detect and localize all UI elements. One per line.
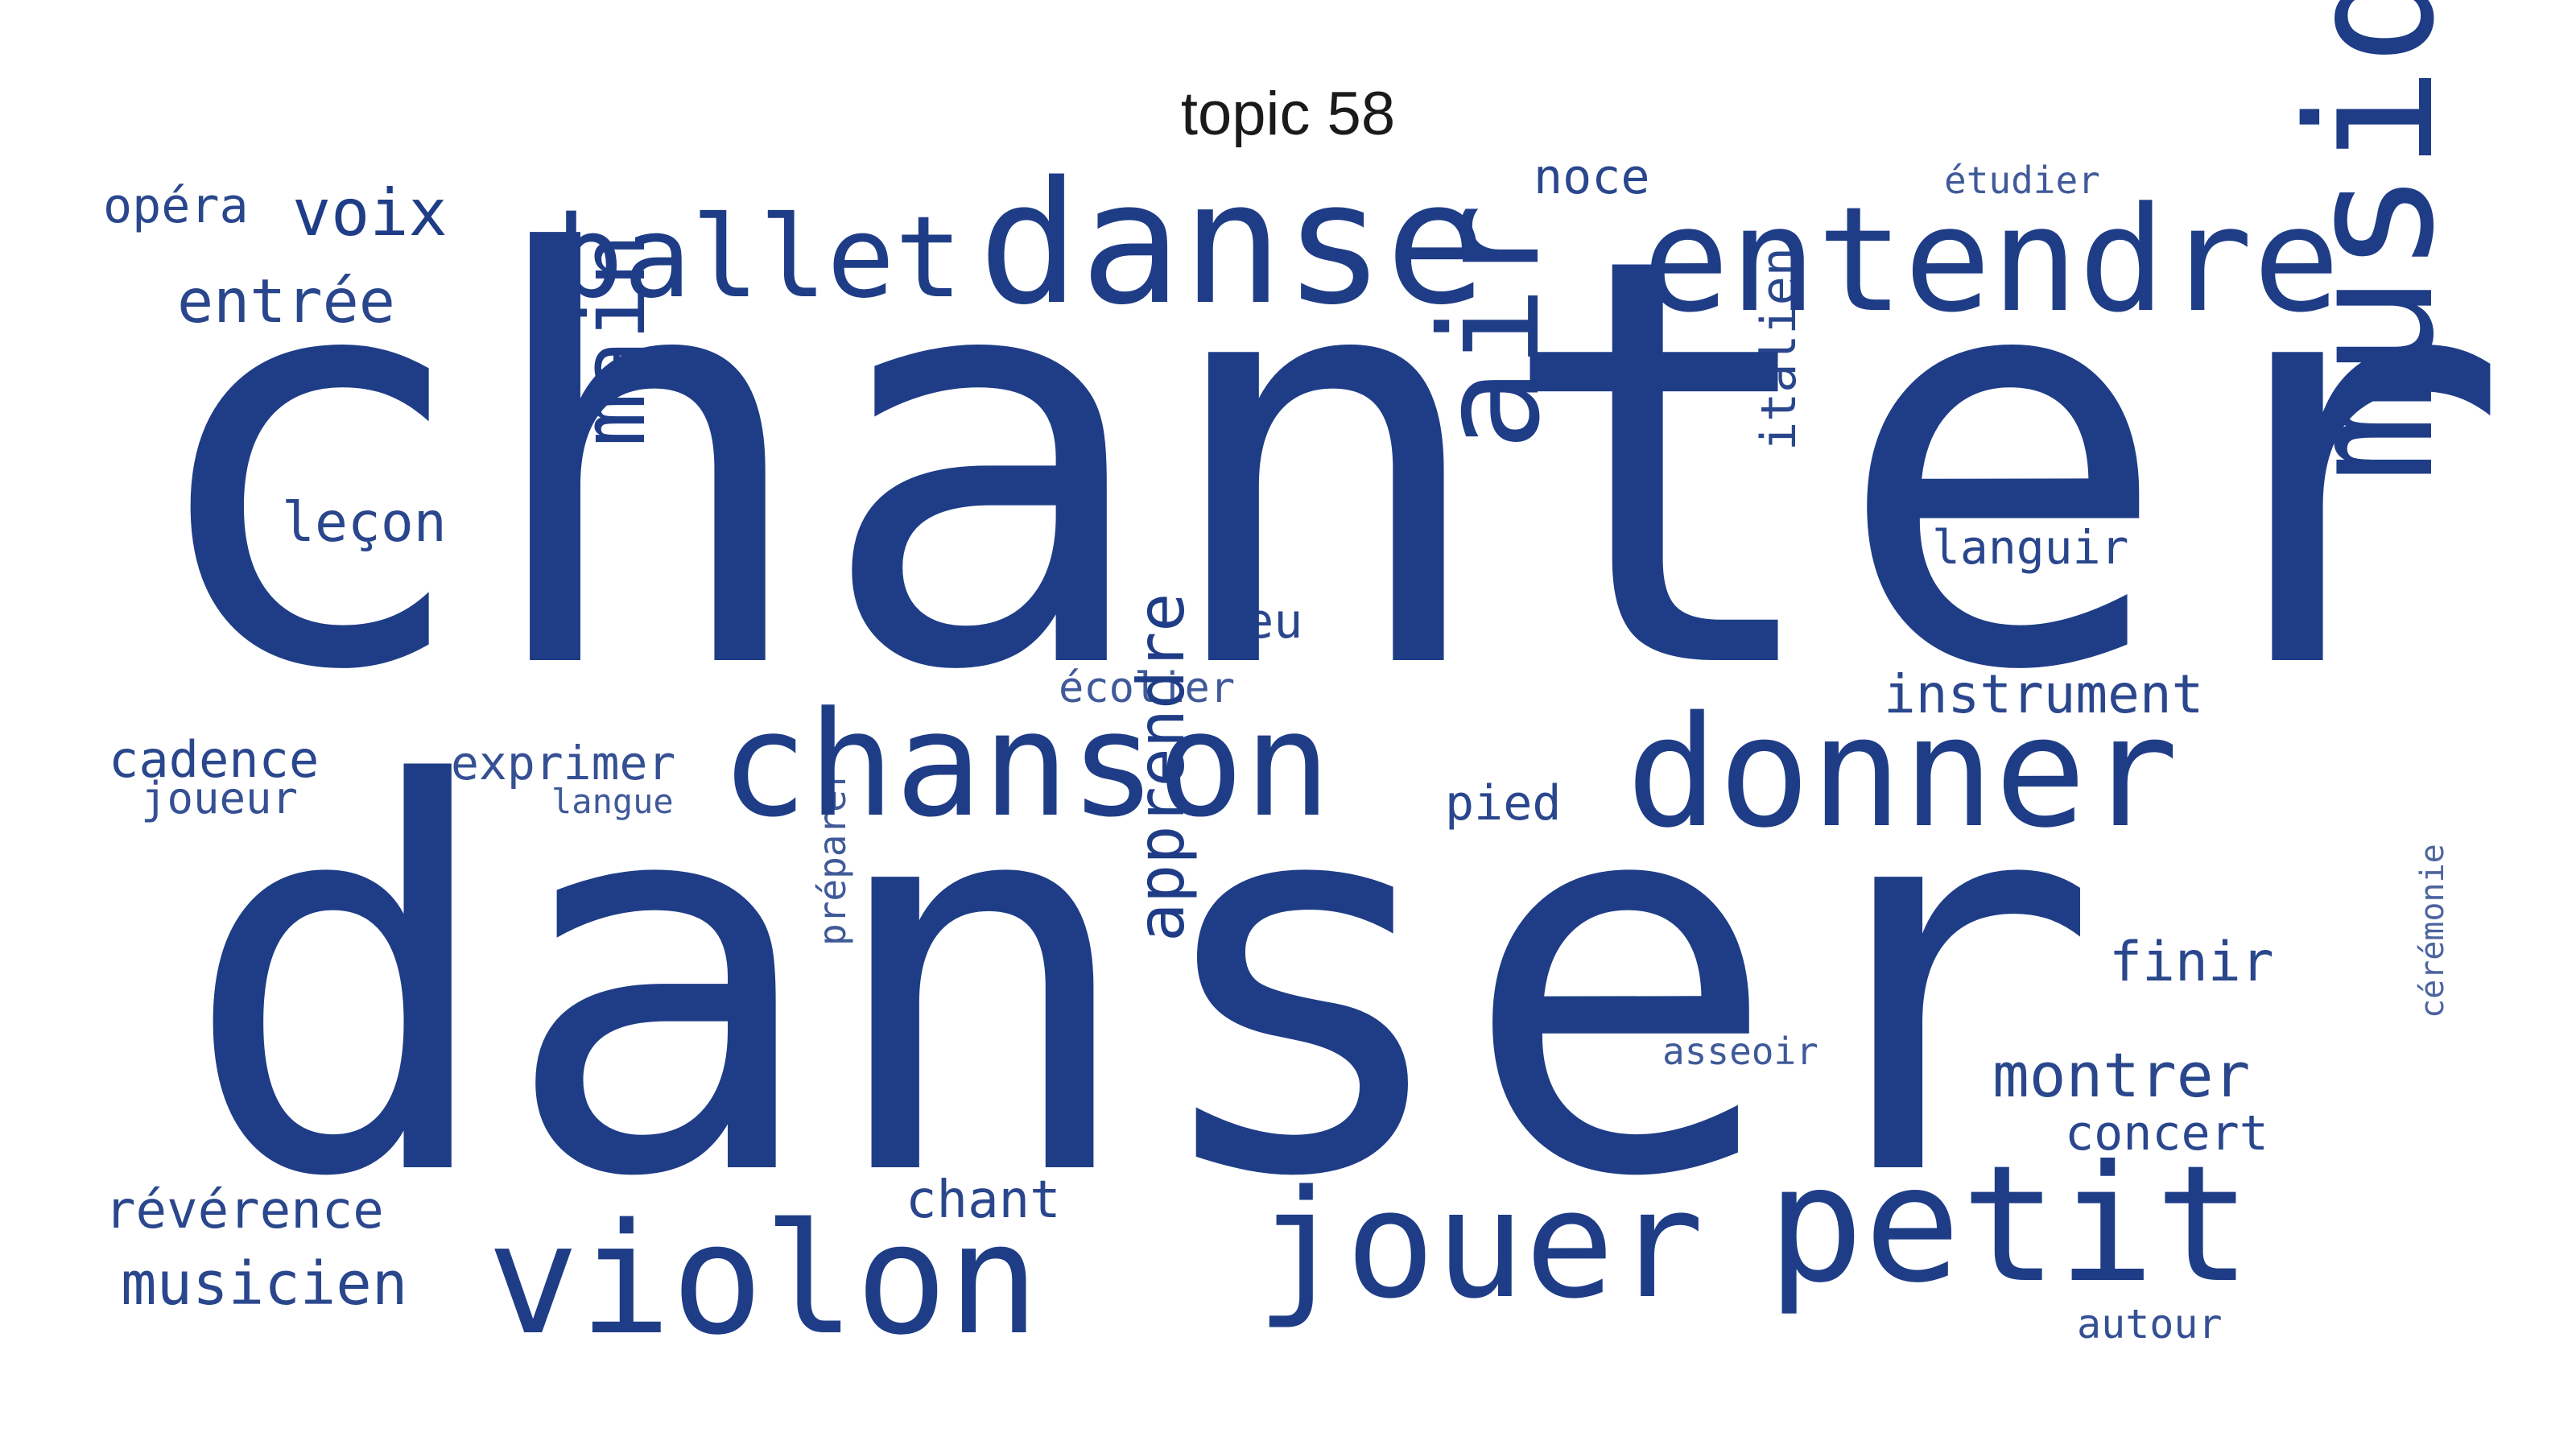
word-apprendre: apprendre xyxy=(1124,593,1199,942)
word-main: main xyxy=(562,233,665,447)
word-languir: languir xyxy=(1932,520,2128,575)
chart-title: topic 58 xyxy=(1180,80,1396,148)
word-concert: concert xyxy=(2065,1105,2268,1162)
word-danse: danse xyxy=(978,145,1487,342)
word-révérence: révérence xyxy=(105,1181,384,1241)
word-montrer: montrer xyxy=(1992,1039,2250,1111)
word-préparer: préparer xyxy=(811,767,854,946)
word-petit: petit xyxy=(1767,1131,2252,1319)
word-chant: chant xyxy=(906,1170,1061,1230)
word-musicien: musicien xyxy=(121,1249,407,1319)
word-finir: finir xyxy=(2109,931,2274,994)
word-ballet: ballet xyxy=(555,192,963,324)
word-voix: voix xyxy=(292,175,448,250)
word-musique: musique xyxy=(2270,0,2472,483)
word-jouer: jouer xyxy=(1256,1158,1704,1331)
word-air: air xyxy=(1411,204,1571,451)
word-exprimer: exprimer xyxy=(451,736,675,791)
word-danser: danser xyxy=(181,674,2100,1293)
word-italien: italien xyxy=(1751,247,1807,451)
word-chanson: chanson xyxy=(720,681,1331,849)
word-joueur: joueur xyxy=(141,773,298,824)
word-cadence: cadence xyxy=(109,730,319,789)
word-noce: noce xyxy=(1534,149,1650,205)
word-violon: violon xyxy=(487,1191,1039,1368)
word-entendre: entendre xyxy=(1642,176,2340,345)
word-asseoir: asseoir xyxy=(1662,1030,1818,1073)
word-jeu: jeu xyxy=(1216,593,1302,650)
word-pied: pied xyxy=(1445,775,1562,832)
word-instrument: instrument xyxy=(1884,663,2203,725)
word-opéra: opéra xyxy=(103,178,249,234)
word-donner: donner xyxy=(1626,683,2178,861)
word-autour: autour xyxy=(2077,1301,2223,1348)
word-chanter: chanter xyxy=(137,138,2512,794)
word-étudier: étudier xyxy=(1944,159,2100,202)
word-leçon: leçon xyxy=(282,491,447,555)
word-écolier: écolier xyxy=(1059,664,1235,712)
word-cérémonie: cérémonie xyxy=(2414,844,2451,1018)
word-entrée: entrée xyxy=(177,266,395,336)
word-langue: langue xyxy=(551,782,674,821)
